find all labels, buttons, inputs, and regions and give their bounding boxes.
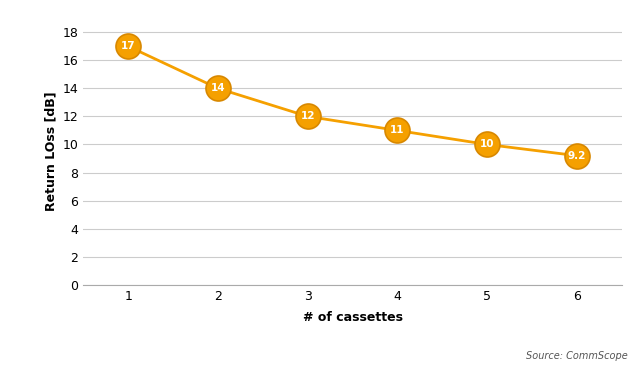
Text: 11: 11 xyxy=(390,126,404,135)
Text: 9.2: 9.2 xyxy=(568,151,586,161)
Text: 17: 17 xyxy=(121,41,135,51)
Text: Source: CommScope: Source: CommScope xyxy=(526,351,628,361)
Text: 12: 12 xyxy=(301,111,315,122)
Text: 14: 14 xyxy=(211,83,225,93)
Text: 10: 10 xyxy=(480,139,494,149)
Y-axis label: Return LOss [dB]: Return LOss [dB] xyxy=(44,92,57,211)
X-axis label: # of cassettes: # of cassettes xyxy=(303,311,403,324)
